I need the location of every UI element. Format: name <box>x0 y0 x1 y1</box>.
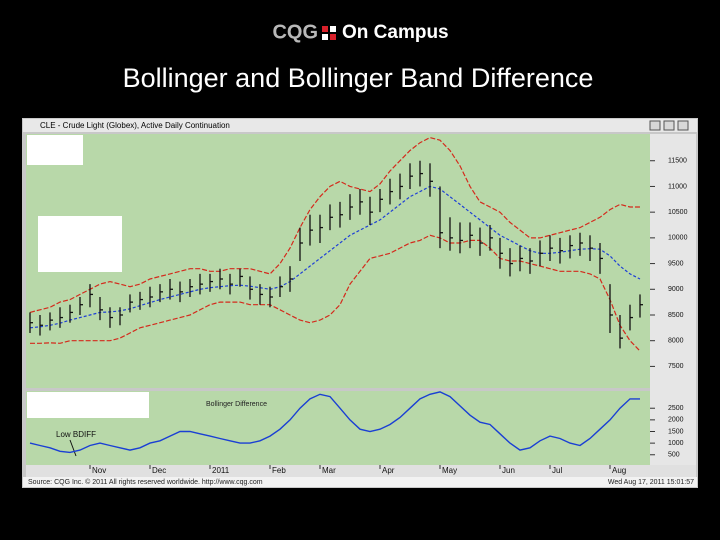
window-buttons[interactable] <box>649 120 689 131</box>
y-tick-label: 7500 <box>668 363 684 370</box>
window-title: CLE - Crude Light (Globex), Active Daily… <box>40 121 230 130</box>
band-line <box>29 185 641 329</box>
logo-icon <box>322 26 336 40</box>
y-tick-label: 8000 <box>668 338 684 345</box>
logo-left: CQG <box>272 21 318 43</box>
window-titlebar <box>23 119 697 132</box>
slide-title: Bollinger and Bollinger Band Difference <box>123 63 594 93</box>
logo-right: On Campus <box>342 22 449 43</box>
status-bar <box>23 477 697 487</box>
x-tick-label: Nov <box>92 466 106 475</box>
study-box <box>38 216 122 272</box>
y-tick-label: 2000 <box>668 417 684 424</box>
annotation: Bollinger Difference <box>206 401 267 408</box>
x-tick-label: Feb <box>272 466 286 475</box>
study-box <box>27 392 149 418</box>
price-plot <box>26 134 650 388</box>
value-axis <box>650 134 696 465</box>
y-tick-label: 11500 <box>668 158 687 165</box>
difference-line <box>29 391 640 454</box>
y-tick-label: 11000 <box>668 183 687 190</box>
annotation: Low BDIFF <box>56 430 96 439</box>
y-tick-label: 1500 <box>668 428 684 435</box>
status-right: Wed Aug 17, 2011 15:01:57 <box>608 479 694 486</box>
y-tick-label: 9000 <box>668 286 684 293</box>
status-left: Source: CQG Inc. © 2011 All rights reser… <box>28 478 263 486</box>
date-axis <box>26 465 696 477</box>
y-tick-label: 10000 <box>668 235 688 242</box>
x-tick-label: Dec <box>152 466 166 475</box>
x-tick-label: Apr <box>382 466 395 475</box>
info-box <box>27 135 83 165</box>
x-tick-label: May <box>442 466 457 475</box>
y-tick-label: 10500 <box>668 209 688 216</box>
y-tick-label: 8500 <box>668 312 684 319</box>
y-tick-label: 2500 <box>668 405 684 412</box>
y-tick-label: 1000 <box>668 440 684 447</box>
x-tick-label: Aug <box>612 466 626 475</box>
x-tick-label: Mar <box>322 466 336 475</box>
annotation-arrow <box>69 439 77 457</box>
x-tick-label: Jul <box>552 466 562 475</box>
x-tick-label: 2011 <box>212 466 230 475</box>
band-line <box>29 136 640 313</box>
x-tick-label: Jun <box>502 466 515 475</box>
y-tick-label: 500 <box>668 452 680 459</box>
y-tick-label: 9500 <box>668 260 684 267</box>
